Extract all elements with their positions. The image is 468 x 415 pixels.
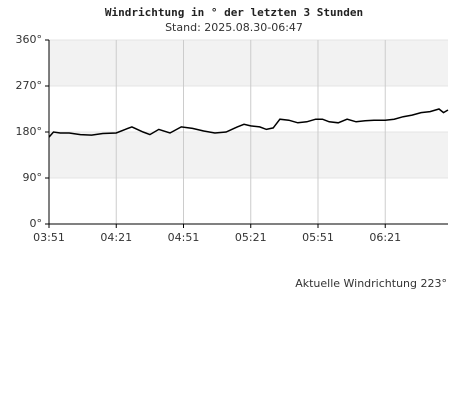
- y-tick-label: 360°: [16, 33, 43, 46]
- line-series: [48, 108, 449, 138]
- x-tick-label: 05:51: [302, 231, 334, 244]
- y-tick-label: 0°: [30, 217, 43, 230]
- x-tick-label: 03:51: [33, 231, 65, 244]
- band: [49, 132, 448, 178]
- chart-subtitle: Stand: 2025.08.30-06:47: [165, 21, 303, 34]
- chart-title: Windrichtung in ° der letzten 3 Stunden: [105, 6, 363, 19]
- y-tick-label: 90°: [23, 171, 43, 184]
- annotation: Aktuelle Windrichtung 223°: [295, 277, 447, 290]
- y-tick-label: 270°: [16, 79, 43, 92]
- x-tick-label: 06:21: [369, 231, 401, 244]
- x-tick-label: 04:51: [168, 231, 200, 244]
- band: [49, 40, 448, 86]
- y-tick-label: 180°: [16, 125, 43, 138]
- x-tick-label: 05:21: [235, 231, 267, 244]
- x-tick-label: 04:21: [100, 231, 132, 244]
